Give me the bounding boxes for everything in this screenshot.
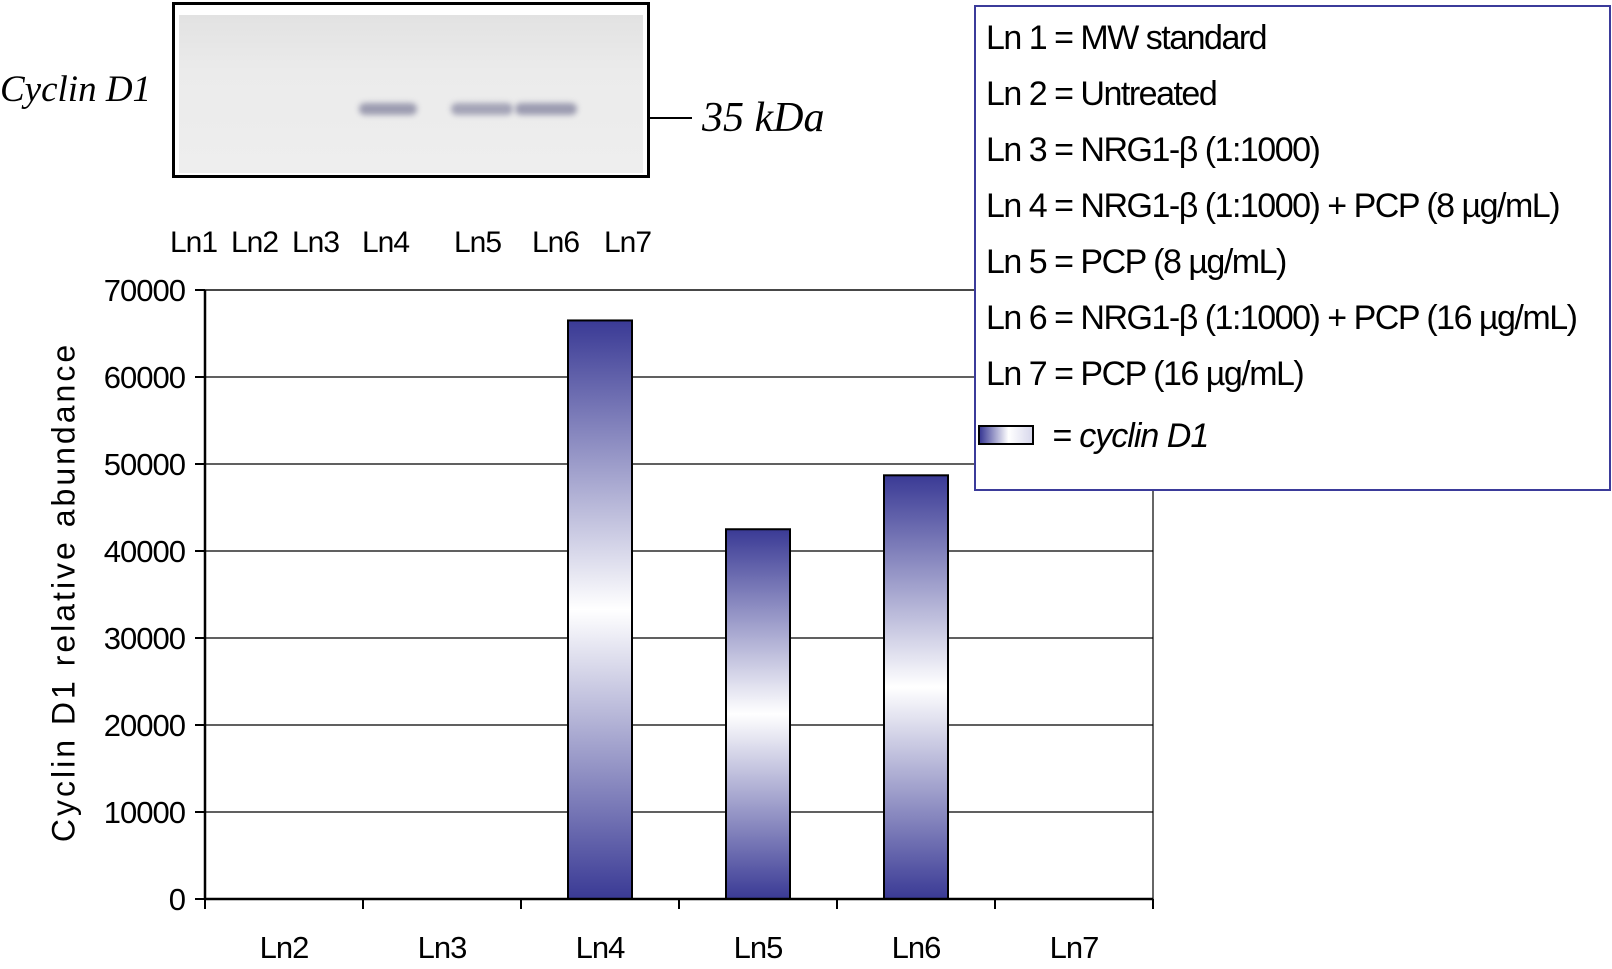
x-tick-label: Ln2 (260, 930, 309, 965)
y-tick-label: 10000 (104, 795, 186, 830)
y-tick-label: 50000 (104, 447, 186, 482)
x-tick-label: Ln5 (734, 930, 783, 965)
y-tick-label: 30000 (104, 621, 186, 656)
bar-ln4 (567, 319, 633, 900)
legend-entry: Ln 6 = NRG1-β (1:1000) + PCP (16 µg/mL) (986, 299, 1578, 337)
blot-protein-label: Cyclin D1 (0, 69, 152, 110)
blot-band-ln4 (359, 103, 417, 115)
legend-entry: Ln 7 = PCP (16 µg/mL) (986, 355, 1305, 393)
legend: Ln 1 = MW standard Ln 2 = Untreated Ln 3… (974, 5, 1611, 491)
legend-entry: Ln 4 = NRG1-β (1:1000) + PCP (8 µg/mL) (986, 187, 1561, 225)
y-tick-label: 20000 (104, 708, 186, 743)
marker-pointer-line (650, 117, 692, 119)
x-tick-label: Ln6 (892, 930, 941, 965)
marker-size-label: 35 kDa (702, 95, 825, 141)
tick-labels: 0 10000 20000 30000 40000 50000 60000 70000 Ln2 L… (104, 273, 1100, 965)
y-tick-label: 40000 (104, 534, 186, 569)
bar-ln5 (725, 528, 791, 900)
blot-band-ln6 (515, 103, 577, 115)
blot-lane-label: Ln4 (362, 226, 410, 259)
blot-lane-label: Ln2 (231, 226, 279, 259)
bar-ln6 (883, 474, 949, 900)
x-tick-label: Ln4 (576, 930, 625, 965)
blot-lane-label: Ln1 (170, 226, 218, 259)
blot-lane-label: Ln6 (532, 226, 580, 259)
x-tick-label: Ln7 (1050, 930, 1099, 965)
legend-swatch-label: = cyclin D1 (1052, 417, 1209, 455)
blot-lane-label: Ln5 (454, 226, 502, 259)
blot-membrane (179, 15, 643, 173)
x-tick-label: Ln3 (418, 930, 467, 965)
legend-entry: Ln 2 = Untreated (986, 75, 1218, 113)
legend-entry: Ln 5 = PCP (8 µg/mL) (986, 243, 1287, 281)
legend-entry: Ln 3 = NRG1-β (1:1000) (986, 131, 1321, 169)
blot-lane-label: Ln7 (604, 226, 652, 259)
legend-entry: Ln 1 = MW standard (986, 19, 1268, 57)
y-tick-label: 70000 (104, 273, 186, 308)
y-tick-label: 0 (169, 882, 186, 917)
blot-lane-label: Ln3 (292, 226, 340, 259)
western-blot-image (172, 2, 650, 178)
legend-swatch (978, 425, 1034, 445)
bars (567, 319, 949, 900)
y-axis-label: Cyclin D1 relative abundance (45, 341, 82, 843)
blot-band-ln5 (451, 103, 513, 115)
y-tick-label: 60000 (104, 360, 186, 395)
